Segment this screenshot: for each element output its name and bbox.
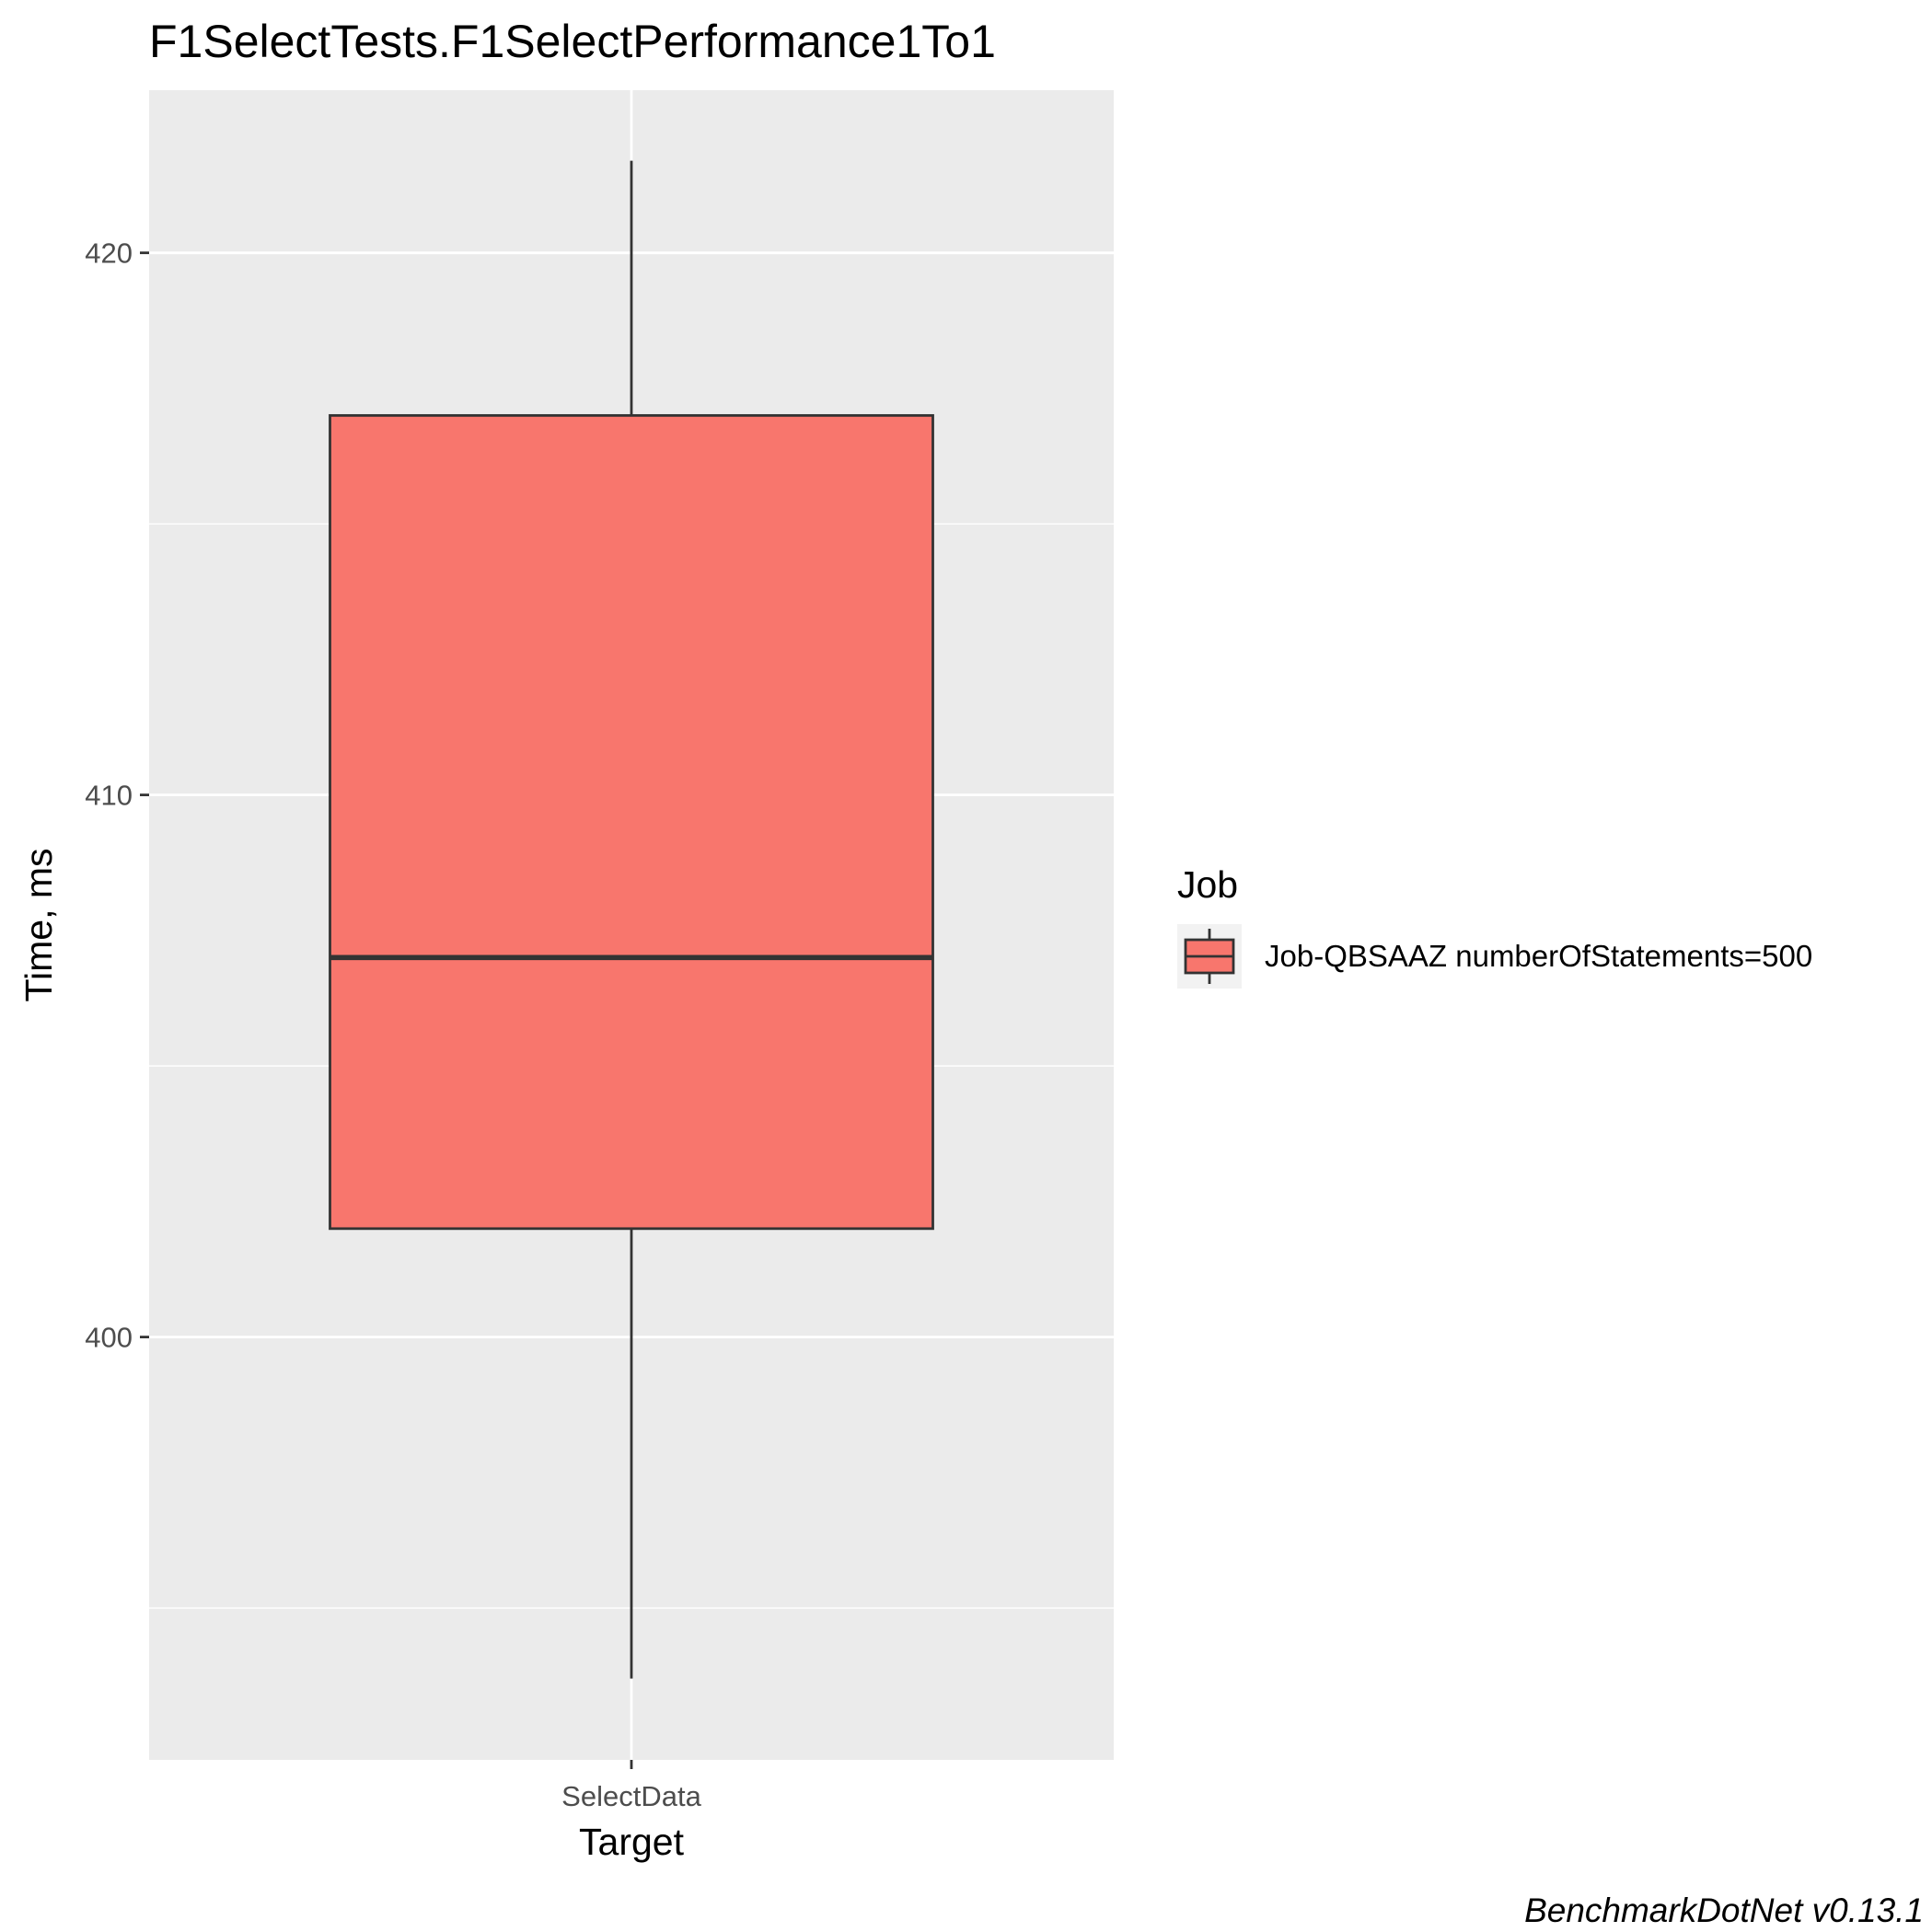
legend: Job Job-QBSAAZ numberOfStatements=500: [1177, 863, 1812, 989]
legend-label: Job-QBSAAZ numberOfStatements=500: [1265, 939, 1812, 973]
y-axis: 400 410 420: [85, 237, 149, 1354]
legend-title: Job: [1177, 863, 1238, 906]
box-layer: [329, 160, 934, 1679]
x-axis: SelectData: [561, 1760, 702, 1812]
x-tick-label: SelectData: [561, 1780, 701, 1812]
y-tick-label: 420: [85, 237, 133, 270]
legend-keys: Job-QBSAAZ numberOfStatements=500: [1177, 924, 1812, 989]
y-tick-label: 400: [85, 1322, 133, 1354]
x-axis-title: Target: [579, 1821, 685, 1863]
y-axis-title: Time, ms: [17, 848, 60, 1001]
chart-title: F1SelectTests.F1SelectPerformance1To1: [149, 16, 996, 67]
caption: BenchmarkDotNet v0.13.1: [1524, 1892, 1924, 1929]
y-tick-label: 410: [85, 780, 133, 812]
box: [329, 413, 934, 1231]
